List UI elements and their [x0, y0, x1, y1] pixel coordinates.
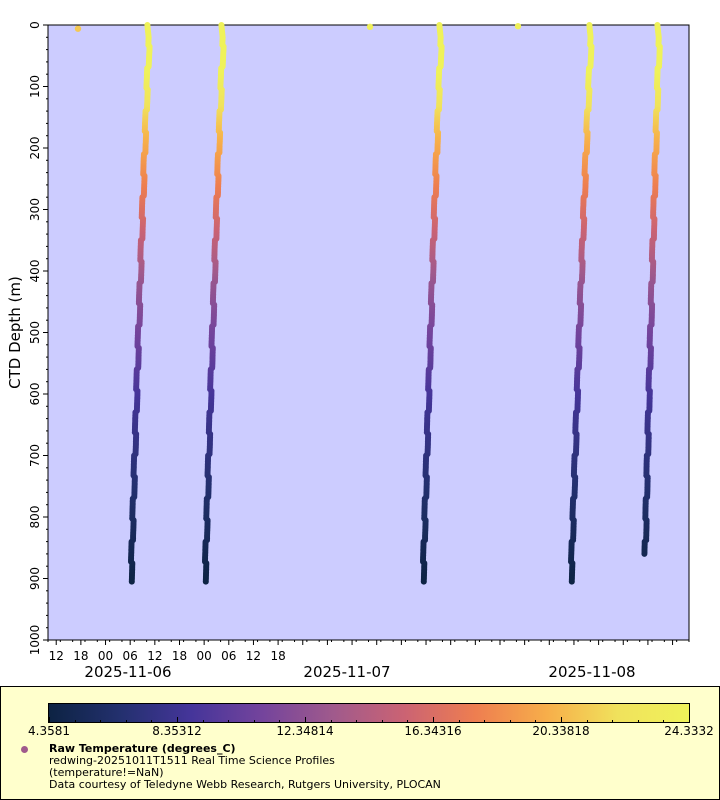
y-tick-label: 600	[28, 383, 42, 406]
y-tick-label: 700	[28, 444, 42, 467]
colorbar-tick-label: 24.3332	[664, 724, 714, 738]
colorbar-minor-tick	[202, 720, 204, 723]
legend-credit: Data courtesy of Teledyne Webb Research,…	[49, 778, 441, 791]
x-tick-label: 06	[221, 649, 236, 663]
colorbar-minor-tick	[612, 720, 614, 723]
colorbar-minor-tick	[586, 720, 588, 723]
colorbar-minor-tick	[74, 720, 76, 723]
x-tick-label: 00	[197, 649, 212, 663]
y-tick-label: 400	[28, 260, 42, 283]
y-tick-label: 1000	[28, 625, 42, 656]
plot-area	[47, 24, 690, 641]
colorbar-tick	[433, 717, 434, 723]
colorbar-minor-tick	[279, 720, 281, 723]
colorbar-minor-tick	[228, 720, 230, 723]
x-date-label: 2025-11-08	[548, 663, 635, 681]
colorbar-tick	[689, 717, 690, 723]
legend-marker-icon	[21, 746, 28, 753]
y-tick-label: 300	[28, 198, 42, 221]
colorbar-minor-tick	[458, 720, 460, 723]
y-axis-title: CTD Depth (m)	[6, 276, 24, 389]
chart: 0 100 200 300 400 500 600 700 800 900 1000 12 18 00 0…	[6, 21, 690, 681]
x-tick-label: 12	[49, 649, 64, 663]
legend-dataset: redwing-20251011T1511 Real Time Science …	[49, 754, 335, 767]
y-tick-label: 800	[28, 506, 42, 529]
isolated-point-3	[514, 23, 522, 30]
profile-5	[641, 22, 663, 557]
x-tick-label: 12	[246, 649, 261, 663]
y-axis: 0 100 200 300 400 500 600 700 800 900 1000	[28, 21, 48, 655]
colorbar-minor-tick	[356, 720, 358, 723]
x-tick-label: 18	[270, 649, 285, 663]
y-tick-label: 900	[28, 567, 42, 590]
isolated-point-1	[74, 25, 82, 32]
colorbar-tick-label: 4.3581	[28, 724, 70, 738]
data-point	[568, 578, 575, 585]
data-point	[641, 550, 648, 557]
legend-panel: 4.3581 8.35312 12.34814 16.34316 20.33818 24.…	[0, 686, 720, 800]
colorbar-minor-tick	[100, 720, 102, 723]
legend-text: Raw Temperature (degrees_C) redwing-2025…	[49, 743, 441, 791]
colorbar-minor-tick	[509, 720, 511, 723]
profile-4	[568, 22, 595, 585]
isolated-point-2	[366, 23, 374, 31]
colorbar-minor-tick	[407, 720, 409, 723]
colorbar-minor-tick	[637, 720, 639, 723]
colorbar-tick-label: 20.33818	[532, 724, 590, 738]
data-point	[420, 578, 427, 585]
legend-variable: Raw Temperature (degrees_C)	[49, 742, 236, 755]
y-tick-label: 100	[28, 75, 42, 98]
x-tick-label: 00	[98, 649, 113, 663]
legend-constraint: (temperature!=NaN)	[49, 766, 164, 779]
colorbar-tick	[177, 717, 178, 723]
colorbar-minor-tick	[125, 720, 127, 723]
colorbar-minor-tick	[330, 720, 332, 723]
colorbar-tick	[305, 717, 306, 723]
colorbar-tick-label: 16.34316	[404, 724, 462, 738]
y-tick-label: 200	[28, 137, 42, 160]
colorbar	[48, 703, 690, 723]
y-tick-label: 500	[28, 321, 42, 344]
colorbar-minor-tick	[253, 720, 255, 723]
profile-3	[420, 22, 445, 585]
x-tick-label: 06	[123, 649, 138, 663]
data-point	[128, 578, 135, 585]
x-date-label: 2025-11-07	[303, 663, 390, 681]
colorbar-minor-tick	[151, 720, 153, 723]
profile-1	[128, 22, 153, 585]
profiles-layer	[74, 22, 663, 585]
x-date-label: 2025-11-06	[84, 663, 171, 681]
y-tick-label: 0	[28, 21, 42, 29]
colorbar-tick	[49, 717, 50, 723]
colorbar-minor-tick	[535, 720, 537, 723]
colorbar-tick-label: 8.35312	[152, 724, 202, 738]
colorbar-minor-tick	[484, 720, 486, 723]
colorbar-minor-tick	[381, 720, 383, 723]
data-point	[202, 578, 209, 585]
x-tick-label: 12	[147, 649, 162, 663]
x-tick-label: 18	[172, 649, 187, 663]
colorbar-minor-tick	[663, 720, 665, 723]
colorbar-tick	[561, 717, 562, 723]
colorbar-tick-label: 12.34814	[276, 724, 334, 738]
x-tick-label: 18	[73, 649, 88, 663]
profile-2	[202, 22, 227, 585]
